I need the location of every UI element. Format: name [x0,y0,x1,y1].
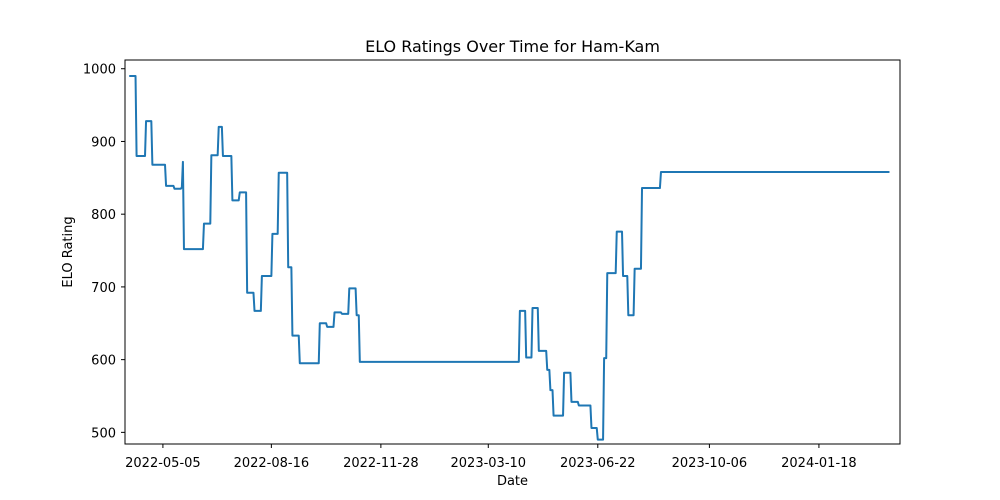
plot-area [129,75,890,441]
x-tick-label: 2022-11-28 [343,456,419,471]
y-tick-label: 500 [91,426,116,441]
y-tick-label: 700 [91,281,116,296]
chart-title: ELO Ratings Over Time for Ham-Kam [365,37,660,56]
y-axis: 500 600 700 800 900 1000 [83,63,125,441]
x-tick-label: 2022-05-05 [125,456,201,471]
x-tick-label: 2022-08-16 [234,456,310,471]
y-tick-label: 900 [91,135,116,150]
y-tick-label: 1000 [83,63,116,78]
x-tick-label: 2023-10-06 [672,456,748,471]
y-tick-label: 600 [91,354,116,369]
axes-frame [124,59,901,445]
y-tick-label: 800 [91,208,116,223]
series-line-0 [129,75,890,441]
x-axis-label: Date [497,474,528,489]
x-tick-label: 2023-06-22 [560,456,636,471]
x-axis: 2022-05-05 2022-08-16 2022-11-28 2023-03-10… [125,444,857,471]
x-tick-label: 2023-03-10 [451,456,527,471]
x-tick-label: 2024-01-18 [781,456,857,471]
y-axis-label: ELO Rating [61,216,76,287]
